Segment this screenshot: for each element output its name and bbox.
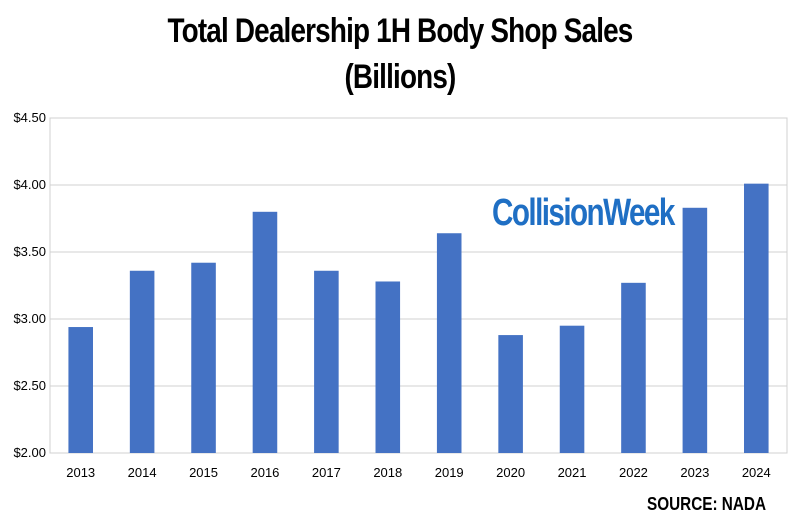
x-tick-label: 2017 bbox=[312, 465, 341, 480]
x-tick-label: 2022 bbox=[619, 465, 648, 480]
x-tick-label: 2024 bbox=[742, 465, 771, 480]
y-tick-label: $4.50 bbox=[13, 110, 46, 125]
x-tick-label: 2014 bbox=[128, 465, 157, 480]
x-tick-label: 2018 bbox=[373, 465, 402, 480]
x-tick-label: 2015 bbox=[189, 465, 218, 480]
bar-2022 bbox=[621, 282, 646, 453]
x-tick-label: 2016 bbox=[250, 465, 279, 480]
collisionweek-logo: CollisionWeek bbox=[492, 192, 675, 234]
x-tick-label: 2021 bbox=[558, 465, 587, 480]
bar-2021 bbox=[559, 325, 585, 453]
bar-2016 bbox=[252, 211, 278, 453]
bar-2023 bbox=[682, 207, 708, 453]
x-tick-label: 2020 bbox=[496, 465, 525, 480]
x-tick-label: 2013 bbox=[66, 465, 95, 480]
bar-2015 bbox=[191, 262, 216, 453]
y-tick-label: $4.00 bbox=[13, 177, 46, 192]
bar-2014 bbox=[129, 270, 155, 453]
chart-subtitle: (Billions) bbox=[344, 58, 456, 96]
bar-2018 bbox=[375, 281, 401, 453]
bar-2017 bbox=[314, 270, 339, 453]
plot-border bbox=[49, 117, 788, 454]
gridlines bbox=[49, 117, 788, 454]
bar-2020 bbox=[498, 335, 523, 453]
bars bbox=[68, 183, 769, 453]
bar-2024 bbox=[744, 183, 769, 453]
y-tick-label: $3.50 bbox=[13, 244, 46, 259]
axes: $2.00 $2.50 $3.00 $3.50 $4.00 $4.50 2013 2014 20… bbox=[13, 110, 770, 480]
y-tick-label: $2.50 bbox=[13, 378, 46, 393]
bar-2019 bbox=[436, 233, 462, 453]
y-tick-label: $3.00 bbox=[13, 311, 46, 326]
source-label: SOURCE: NADA bbox=[646, 494, 766, 514]
x-tick-label: 2023 bbox=[680, 465, 709, 480]
x-tick-label: 2019 bbox=[435, 465, 464, 480]
chart-title: Total Dealership 1H Body Shop Sales bbox=[167, 12, 633, 50]
bar-2013 bbox=[68, 327, 93, 453]
y-tick-label: $2.00 bbox=[13, 445, 46, 460]
